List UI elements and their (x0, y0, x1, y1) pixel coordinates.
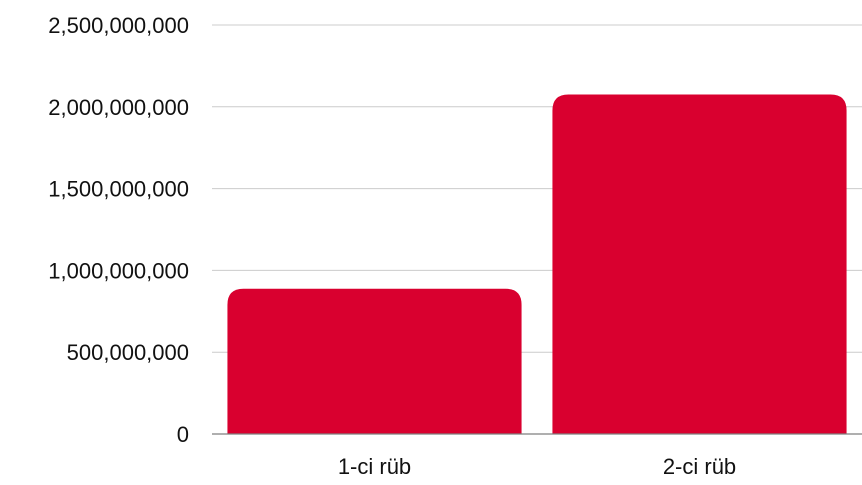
y-tick-label: 1,000,000,000 (48, 258, 189, 283)
y-tick-label: 2,000,000,000 (48, 95, 189, 120)
y-tick-label: 500,000,000 (67, 340, 189, 365)
y-tick-label: 0 (177, 422, 189, 447)
x-tick-label: 1-ci rüb (338, 454, 411, 479)
bars (227, 94, 847, 434)
y-tick-label: 2,500,000,000 (48, 13, 189, 38)
x-tick-label: 2-ci rüb (663, 454, 736, 479)
x-axis-tick-labels: 1-ci rüb 2-ci rüb (338, 454, 736, 479)
bar-1 (227, 288, 522, 434)
y-tick-label: 1,500,000,000 (48, 177, 189, 202)
bar-2 (552, 94, 847, 434)
y-axis-tick-labels: 0 500,000,000 1,000,000,000 1,500,000,000 2,… (48, 13, 189, 447)
